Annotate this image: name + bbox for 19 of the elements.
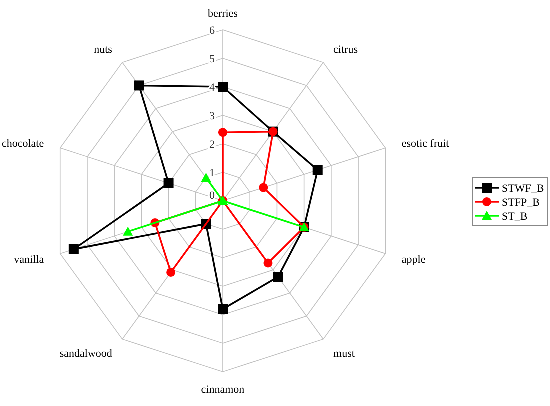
spoke-label: apple: [402, 254, 426, 266]
spoke-label: citrus: [334, 44, 358, 56]
y-tick-label: 0: [210, 190, 216, 202]
spoke-label: esotic fruit: [402, 138, 450, 150]
spoke-label: berries: [208, 8, 238, 20]
spoke-label: must: [334, 348, 355, 360]
spoke-label: sandalwood: [60, 348, 113, 360]
y-tick-label: 6: [210, 25, 216, 37]
y-tick-label: 2: [210, 139, 215, 151]
spoke-label: nuts: [94, 44, 112, 56]
spoke-label: chocolate: [2, 138, 44, 150]
legend-label: STWF_B: [502, 183, 544, 195]
spoke-label: vanilla: [14, 254, 44, 266]
spoke-label: cinnamon: [201, 384, 246, 396]
legend-label: ST_B: [502, 211, 528, 223]
y-tick-label: 5: [210, 54, 216, 66]
y-tick-label: 3: [210, 110, 216, 122]
legend-label: STFP_B: [502, 197, 540, 209]
y-tick-label: 1: [210, 168, 215, 180]
